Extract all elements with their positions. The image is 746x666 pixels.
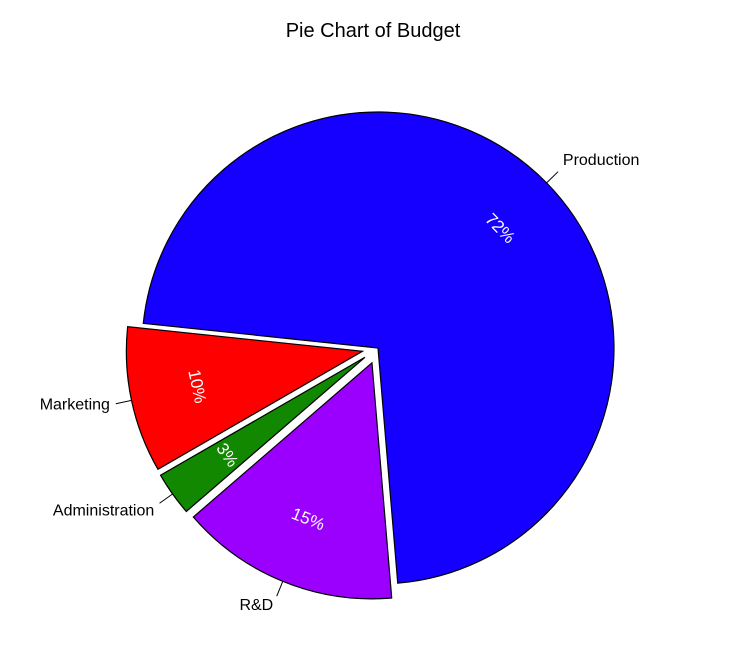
slice-label-r-d: R&D <box>239 597 273 614</box>
pie-slice-administration <box>159 356 366 513</box>
leader-line-administration <box>159 493 173 504</box>
slice-label-production: Production <box>563 152 640 169</box>
pie-slice-r-d <box>192 361 393 600</box>
leader-line-r-d <box>276 581 284 597</box>
slice-label-marketing: Marketing <box>40 397 110 414</box>
leader-line-marketing <box>115 399 132 405</box>
chart-title: Pie Chart of Budget <box>285 20 461 42</box>
slice-label-administration: Administration <box>53 503 154 520</box>
leader-line-production <box>546 171 559 184</box>
